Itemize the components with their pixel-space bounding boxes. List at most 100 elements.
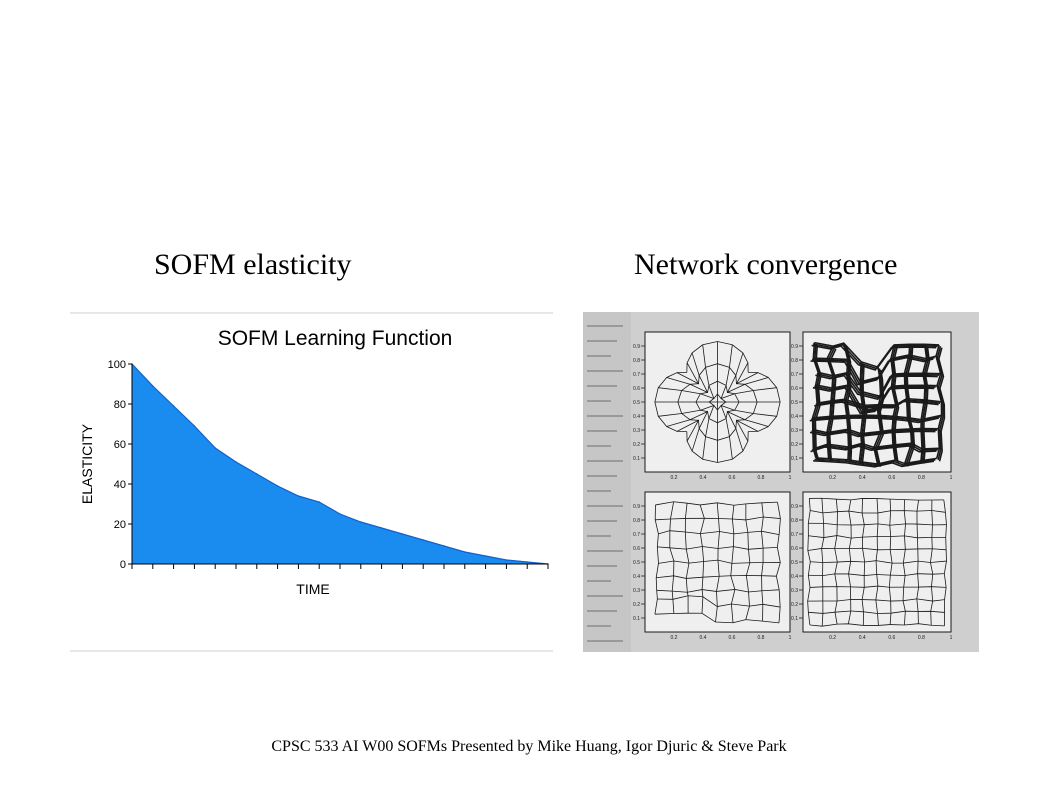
network-grid-line (935, 344, 943, 459)
plot-y-tick-label: 0.8 (791, 358, 798, 364)
plot-x-tick-label: 0.4 (700, 475, 707, 481)
data-point (526, 561, 528, 563)
plot-y-tick-label: 0.5 (791, 560, 798, 566)
network-grid-line (892, 347, 900, 463)
network-grid-line (808, 535, 946, 539)
footer: CPSC 533 AI W00 SOFMs Presented by Mike … (271, 738, 787, 755)
plot-y-tick-label: 0.9 (791, 504, 798, 510)
network-grid-line (655, 516, 781, 521)
plot-x-tick-label: 0.6 (888, 635, 895, 641)
plot-y-tick-label: 0.3 (791, 588, 798, 594)
network-grid-line (654, 371, 687, 433)
network-grid-line (938, 347, 946, 462)
network-grid-line (657, 546, 778, 550)
plot-y-tick-label: 0.5 (633, 560, 640, 566)
network-grid-line (808, 522, 947, 526)
plot-y-tick-label: 0.9 (791, 344, 798, 350)
plot-x-tick-label: 1 (789, 635, 792, 641)
y-tick-label: 80 (114, 399, 126, 411)
network-grid-line (810, 510, 946, 514)
data-point (193, 425, 196, 427)
network-grid-line (666, 377, 769, 393)
plot-y-tick-label: 0.8 (633, 518, 640, 524)
network-grid-line (654, 504, 659, 615)
plot-y-tick-label: 0.3 (633, 588, 640, 594)
plot-y-tick-label: 0.9 (633, 504, 640, 510)
plot-y-tick-label: 0.7 (633, 372, 640, 378)
x-axis-label: TIME (296, 581, 329, 597)
plot-x-tick-label: 0.4 (700, 635, 707, 641)
network-grid-line (888, 499, 893, 625)
y-tick-label: 60 (114, 439, 126, 451)
network-grid-line (811, 415, 941, 422)
network-grid-line (811, 344, 937, 371)
network-grid-line (810, 560, 947, 564)
plot-y-tick-label: 0.7 (791, 372, 798, 378)
plot-y-tick-label: 0.4 (633, 414, 640, 420)
plot-y-tick-label: 0.2 (633, 442, 640, 448)
network-grid-line (730, 505, 736, 623)
network-grid-line (655, 501, 778, 506)
network-grid-line (816, 397, 942, 407)
network-grid-line (814, 345, 822, 461)
data-point (443, 545, 445, 547)
data-point (505, 559, 508, 561)
y-tick-label: 40 (114, 479, 126, 491)
network-grid-line (814, 458, 936, 467)
plot-x-tick-label: 0.4 (859, 635, 866, 641)
data-point (152, 385, 154, 387)
plot-y-tick-label: 0.7 (791, 532, 798, 538)
network-grid-line (943, 499, 947, 626)
network-grid-line (658, 530, 780, 536)
data-point (318, 501, 320, 503)
data-point (297, 495, 300, 497)
network-grid-line (845, 345, 853, 463)
network-grid-line (658, 387, 777, 399)
learning-function-chart: SOFM Learning Function ELASTICITY TIME 0… (70, 311, 553, 653)
plot-y-tick-label: 0.2 (791, 442, 798, 448)
network-grid-line (676, 363, 759, 385)
y-tick-label: 20 (114, 519, 126, 531)
network-grid-line (813, 459, 935, 468)
plot-y-tick-label: 0.6 (633, 386, 640, 392)
right-heading: Network convergence (634, 248, 898, 281)
network-convergence-figure: 0.1 0.2 0.3 0.4 0.5 0.6 0.7 0.8 0.9 0.2 0.4 0.6 0.8 1… (583, 312, 979, 652)
plot-x-tick-label: 0.6 (729, 635, 736, 641)
network-grid-line (815, 374, 938, 401)
network-grid-line (745, 503, 751, 620)
plot-y-tick-label: 0.6 (633, 546, 640, 552)
plot-x-tick-label: 0.6 (888, 475, 895, 481)
network-grid-line (814, 400, 939, 409)
data-point (380, 527, 383, 529)
network-grid-line (936, 346, 944, 461)
plot-x-tick-label: 0.2 (829, 635, 836, 641)
chart-title: SOFM Learning Function (218, 327, 453, 350)
network-grid-line (809, 497, 944, 501)
network-grid-line (809, 430, 936, 438)
data-point (235, 461, 237, 463)
data-point (422, 539, 425, 541)
network-grid-line (761, 502, 764, 622)
network-grid-line (905, 345, 914, 466)
network-grid-line (726, 352, 744, 452)
plot-x-tick-label: 0.8 (918, 475, 925, 481)
plot-x-tick-label: 1 (789, 475, 792, 481)
plot-y-tick-label: 0.4 (633, 574, 640, 580)
network-grid-line (920, 344, 928, 461)
plot-y-tick-label: 0.5 (791, 400, 798, 406)
data-point (276, 485, 279, 487)
network-grid-line (720, 344, 733, 460)
network-grid-line (810, 445, 937, 453)
plot-x-tick-label: 0.8 (918, 635, 925, 641)
network-grid-line (811, 429, 937, 436)
network-grid-line (923, 347, 931, 464)
network-grid-line (891, 346, 898, 462)
plot-y-tick-label: 0.6 (791, 386, 798, 392)
plot-y-tick-label: 0.1 (633, 616, 640, 622)
plot-y-tick-label: 0.7 (633, 532, 640, 538)
network-grid-line (902, 499, 906, 626)
data-point (214, 447, 216, 449)
convergence-grid-plots: 0.1 0.2 0.3 0.4 0.5 0.6 0.7 0.8 0.9 0.2 0.4 0.6 0.8 1… (587, 325, 953, 642)
network-grid-line (906, 347, 916, 467)
network-grid-line (930, 499, 934, 626)
